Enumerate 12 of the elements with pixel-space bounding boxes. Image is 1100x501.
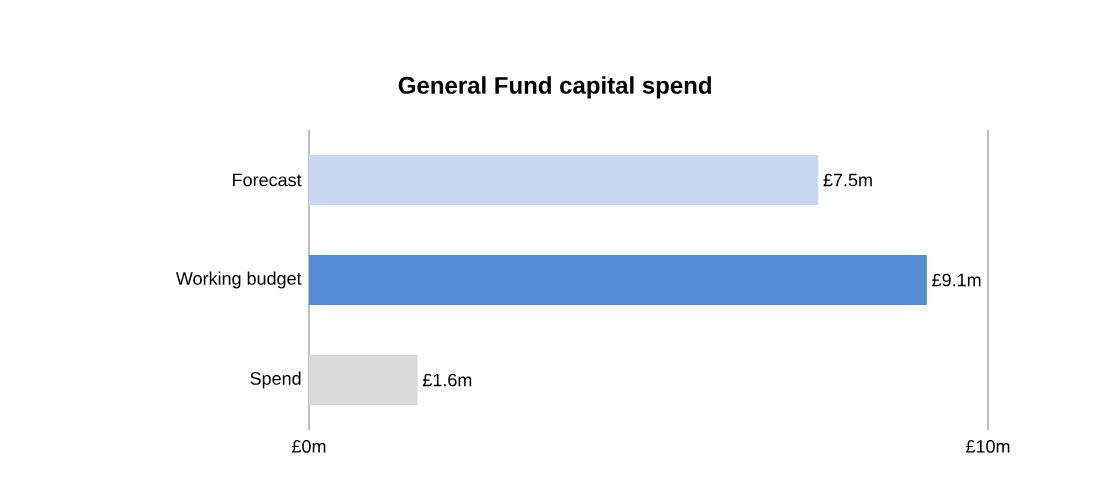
chart-title: General Fund capital spend bbox=[398, 76, 711, 99]
x-tick-label: £10m bbox=[965, 440, 1010, 453]
x-tick-label: £0m bbox=[292, 440, 326, 453]
data-label: £1.6m bbox=[422, 373, 472, 387]
y-tick-label: Spend bbox=[250, 371, 301, 389]
y-tick-label: Working budget bbox=[175, 271, 302, 289]
data-label: £7.5m bbox=[823, 173, 872, 187]
data-label: £9.1m bbox=[932, 273, 981, 287]
bar bbox=[309, 255, 927, 305]
bar bbox=[309, 155, 819, 205]
bar bbox=[309, 355, 418, 405]
y-tick-label: Forecast bbox=[233, 173, 302, 187]
